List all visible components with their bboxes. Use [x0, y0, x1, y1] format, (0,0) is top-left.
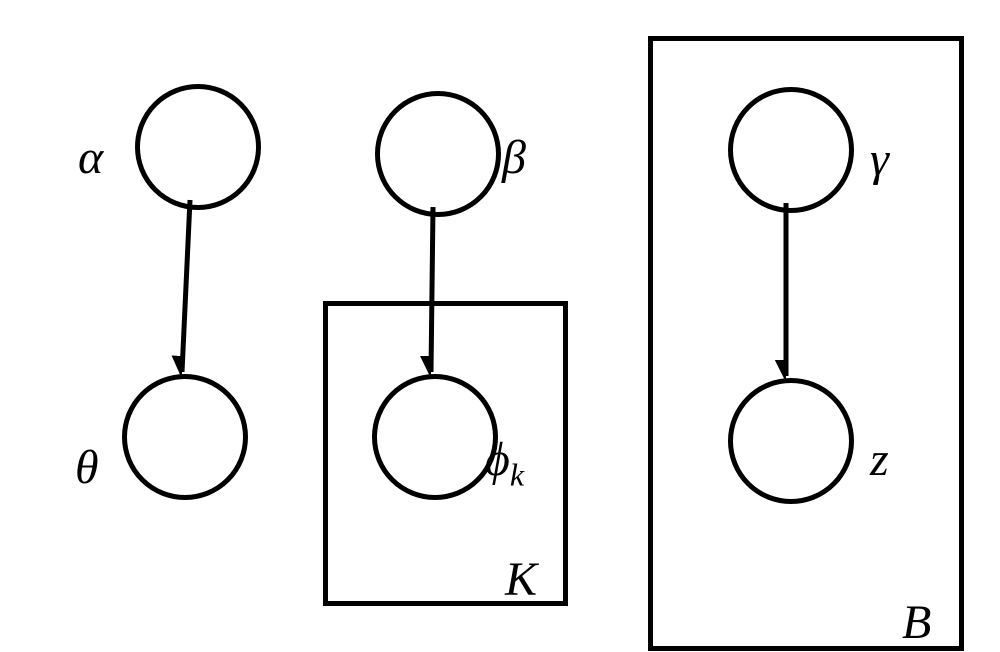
node-alpha — [135, 84, 261, 210]
plate-b-label: B — [902, 595, 931, 650]
label-z: z — [870, 432, 889, 487]
label-phi-k: ϕk — [485, 432, 524, 494]
node-z — [728, 378, 854, 504]
label-gamma: γ — [870, 132, 889, 187]
node-phi-k — [372, 374, 498, 500]
label-alpha: α — [78, 130, 103, 185]
node-beta — [375, 91, 501, 217]
plate-k-label: K — [505, 552, 537, 607]
label-phi-k-base: ϕ — [485, 433, 510, 486]
edge-alpha-theta — [182, 200, 190, 372]
node-gamma — [728, 87, 854, 213]
label-beta: β — [502, 130, 526, 185]
label-phi-k-sub: k — [510, 457, 524, 493]
label-theta: θ — [75, 440, 99, 495]
diagram-canvas: K B α θ β ϕk γ z — [0, 0, 1000, 652]
node-theta — [122, 374, 248, 500]
